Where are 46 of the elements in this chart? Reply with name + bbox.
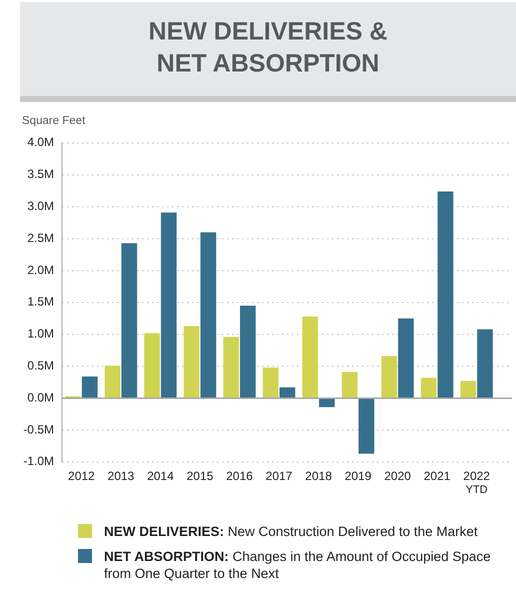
bar [200, 232, 216, 398]
bar [381, 356, 398, 398]
y-axis-title: Square Feet [22, 115, 86, 127]
x-tick-label: 2022 YTD [463, 469, 490, 496]
bar [358, 398, 374, 454]
legend-label: NET ABSORPTION: Changes in the Amount of Occupied Space from One Quarter to the Next [104, 549, 491, 581]
bar [477, 329, 493, 398]
bar [104, 366, 120, 398]
bar [121, 243, 138, 398]
y-tick-label: 1.5M [27, 294, 54, 309]
bar [342, 372, 358, 398]
bar [160, 212, 177, 398]
y-tick-label: 0.0M [27, 390, 54, 404]
x-tick-label: 2014 [147, 469, 174, 483]
bar [223, 336, 239, 398]
x-tick-label: 2015 [186, 469, 214, 483]
bar [460, 380, 476, 398]
x-tick-label: 2013 [108, 469, 135, 483]
x-tick-label: 2017 [266, 469, 293, 483]
y-tick-label: 4.0M [27, 135, 54, 150]
y-tick-label: -0.5M [23, 422, 54, 436]
x-tick-label: 2021 [424, 469, 451, 483]
bar [240, 306, 256, 398]
y-tick-label: 3.0M [27, 198, 54, 213]
bar [280, 387, 296, 398]
bar [144, 333, 160, 398]
y-tick-label: 1.0M [27, 326, 54, 341]
bar [302, 316, 318, 398]
bar [262, 368, 278, 398]
bar [398, 318, 414, 398]
x-tick-label: 2019 [344, 469, 372, 483]
x-tick-label: 2012 [68, 469, 96, 483]
y-tick-label: 0.5M [27, 358, 54, 372]
x-tick-label: 2018 [305, 469, 332, 483]
y-tick-label: -1.0M [23, 454, 54, 468]
y-tick-label: 3.5M [27, 167, 54, 182]
y-tick-label: 2.5M [27, 230, 54, 245]
bar [420, 378, 437, 398]
chart-title: NEW DELIVERIES & NET ABSORPTION [148, 18, 388, 78]
bar [438, 191, 454, 398]
bar [184, 326, 200, 398]
x-tick-label: 2020 [384, 469, 412, 483]
y-tick-label: 2.0M [27, 262, 54, 277]
x-tick-label: 2016 [226, 469, 254, 483]
bar [82, 376, 98, 398]
legend-label: NEW DELIVERIES: New Construction Delivered to the Market [104, 524, 478, 539]
